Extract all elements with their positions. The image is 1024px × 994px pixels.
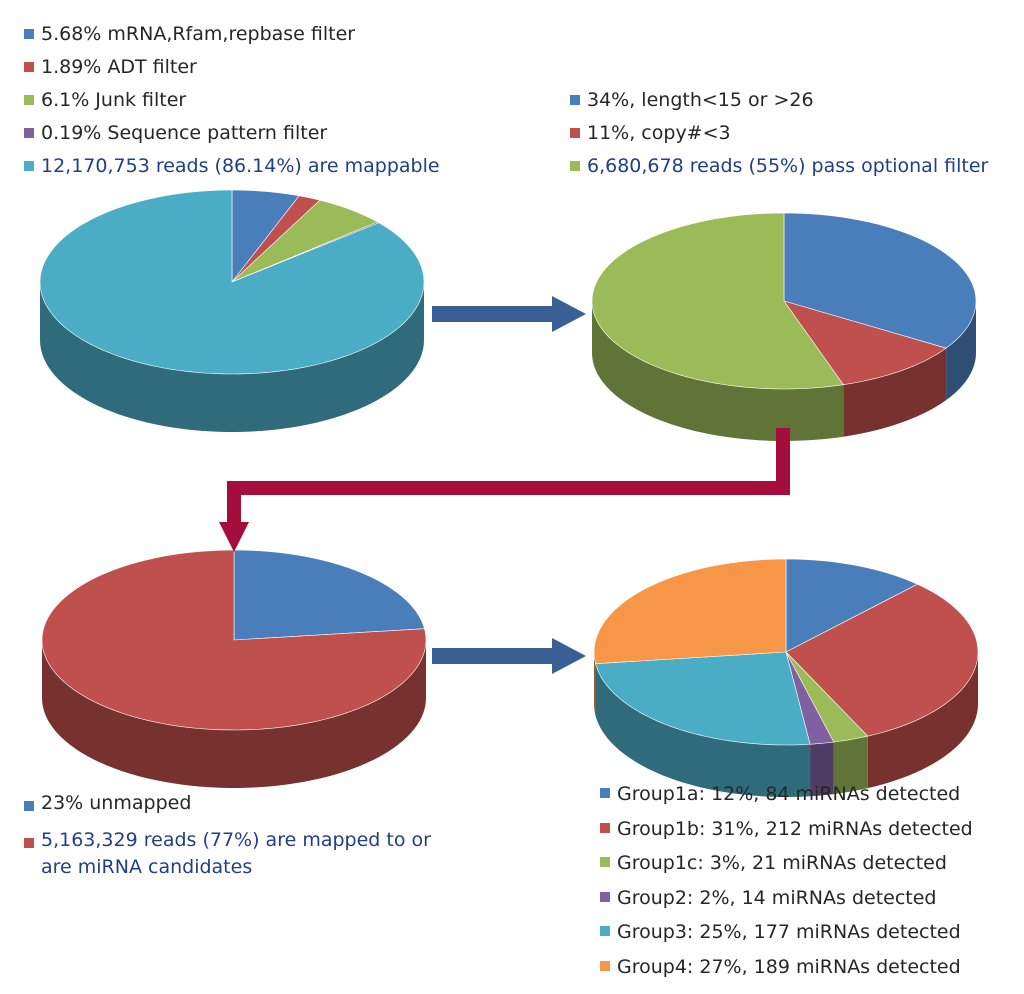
- legend-label: 6,680,678 reads (55%) pass optional filt…: [587, 155, 989, 177]
- legend-swatch: [24, 128, 34, 138]
- arrow-pie1-to-pie2: [432, 296, 586, 332]
- arrow-pie3-to-pie4: [432, 638, 586, 674]
- pie1-slice-1: [231, 189, 300, 283]
- legend-item: Group2: 2%, 14 miRNAs detected: [600, 881, 973, 916]
- pie1-slice-3: [231, 199, 379, 283]
- pie4-slice-2-side: [867, 652, 978, 789]
- legend-label: 6.1% Junk filter: [41, 89, 187, 111]
- pie2-slice-2: [783, 300, 947, 386]
- legend-label: 1.89% ADT filter: [41, 56, 197, 78]
- pie-chart-2: [591, 212, 977, 441]
- pie4-slice-4-side: [810, 742, 834, 797]
- legend-swatch: [570, 128, 580, 138]
- legend-label: Group1a: 12%, 84 miRNAs detected: [617, 783, 961, 805]
- pie-chart-4: [593, 558, 979, 797]
- pie4-slice-6-side: [594, 652, 596, 716]
- arrow-pie2-to-pie3: [219, 428, 790, 552]
- pie3-slice-2-side: [42, 640, 426, 788]
- legend-label: Group2: 2%, 14 miRNAs detected: [617, 886, 937, 909]
- legend-item: 6,680,678 reads (55%) pass optional filt…: [570, 150, 988, 183]
- legend-swatch: [600, 960, 610, 971]
- pie4-slice-5-side: [595, 663, 811, 797]
- legend-label: 0.19% Sequence pattern filter: [41, 122, 328, 144]
- legend-swatch: [24, 161, 34, 171]
- legend-item: 0.19% Sequence pattern filter: [24, 117, 440, 150]
- pie-chart-1: [39, 189, 425, 432]
- legend-swatch: [600, 857, 610, 868]
- pie4-slice-6: [593, 558, 787, 664]
- pie2-slice-1: [783, 212, 977, 349]
- legend-pie-initial-filter: 5.68% mRNA,Rfam,repbase filter 1.89% ADT …: [24, 18, 440, 183]
- legend-item: 23% unmapped: [24, 790, 431, 817]
- pie1-slice-5: [39, 189, 425, 375]
- legend-item: 5.68% mRNA,Rfam,repbase filter: [24, 18, 440, 51]
- legend-label: 34%, length<15 or >26: [587, 89, 814, 111]
- legend-label: 23% unmapped: [41, 792, 192, 814]
- pie-chart-3: [41, 549, 427, 788]
- pie4-slice-2: [785, 583, 979, 737]
- legend-swatch: [24, 801, 34, 811]
- legend-label: 12,170,753 reads (86.14%) are mappable: [41, 155, 440, 177]
- legend-item: 12,170,753 reads (86.14%) are mappable: [24, 150, 440, 183]
- legend-swatch: [600, 822, 610, 833]
- legend-swatch: [24, 62, 34, 72]
- legend-pie-optional-filter: 34%, length<15 or >26 11%, copy#<3 6,680,6…: [570, 84, 988, 183]
- legend-swatch: [24, 95, 34, 105]
- legend-item: Group4: 27%, 189 miRNAs detected: [600, 950, 973, 985]
- legend-item: 1.89% ADT filter: [24, 51, 440, 84]
- legend-item: Group1c: 3%, 21 miRNAs detected: [600, 846, 973, 881]
- legend-label: 11%, copy#<3: [587, 122, 731, 144]
- legend-item: Group3: 25%, 177 miRNAs detected: [600, 915, 973, 950]
- legend-label: Group4: 27%, 189 miRNAs detected: [617, 955, 961, 978]
- pie4-slice-3: [785, 651, 869, 743]
- legend-swatch: [570, 95, 580, 105]
- legend-pie-mapping: 23% unmapped 5,163,329 reads (77%) are ma…: [24, 790, 431, 891]
- legend-swatch: [24, 29, 34, 39]
- legend-swatch: [600, 926, 610, 937]
- pie2-slice-2-side: [843, 348, 947, 437]
- legend-item: 34%, length<15 or >26: [570, 84, 988, 117]
- legend-label: Group3: 25%, 177 miRNAs detected: [617, 921, 961, 944]
- legend-item: 6.1% Junk filter: [24, 84, 440, 117]
- legend-item: Group1a: 12%, 84 miRNAs detected: [600, 777, 973, 812]
- legend-item: 11%, copy#<3: [570, 117, 988, 150]
- pie4-slice-1: [785, 558, 919, 653]
- legend-label: 5,163,329 reads (77%) are mapped to or a…: [41, 829, 431, 878]
- legend-pie-mirna-groups: Group1a: 12%, 84 miRNAs detected Group1b:…: [600, 777, 973, 985]
- legend-swatch: [570, 161, 580, 171]
- legend-item: 5,163,329 reads (77%) are mapped to or a…: [24, 827, 431, 881]
- legend-label: Group1c: 3%, 21 miRNAs detected: [617, 852, 947, 875]
- pie4-slice-5: [595, 651, 811, 746]
- legend-swatch: [600, 891, 610, 902]
- legend-swatch: [600, 788, 610, 798]
- pie3-slice-1: [233, 549, 425, 641]
- pie2-slice-3-side: [592, 301, 844, 441]
- pie2-slice-3: [591, 212, 844, 390]
- pie1-slice-5-side: [40, 282, 424, 432]
- legend-item: Group1b: 31%, 212 miRNAs detected: [600, 812, 973, 847]
- legend-label: Group1b: 31%, 212 miRNAs detected: [617, 817, 973, 840]
- pie4-slice-3-side: [833, 736, 868, 795]
- legend-swatch: [24, 838, 34, 848]
- flow-arrows: [219, 296, 790, 674]
- legend-label: 5.68% mRNA,Rfam,repbase filter: [41, 23, 356, 45]
- pie3-slice-2: [41, 549, 427, 731]
